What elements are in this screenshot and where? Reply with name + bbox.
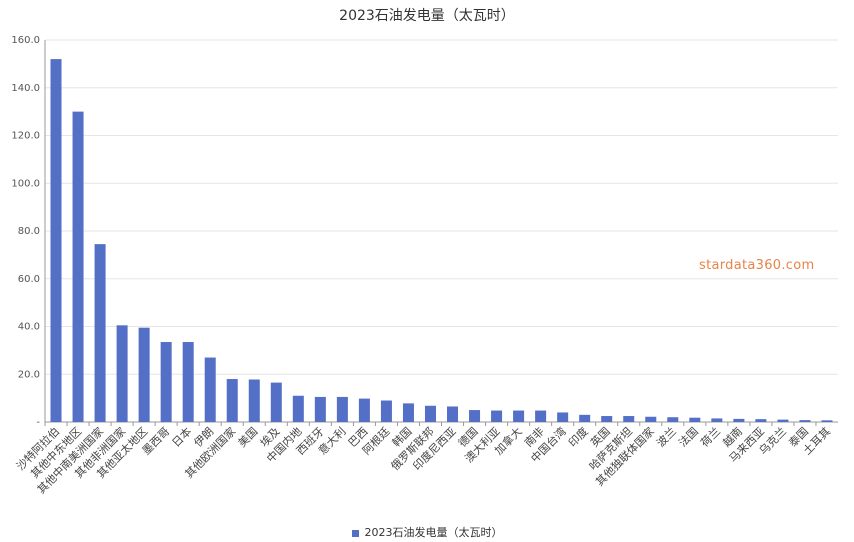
category-labels: 沙特阿拉伯其他中东地区其他中南美洲国家其他非洲国家其他亚太地区墨西哥日本伊朗其他… (13, 424, 833, 496)
bar[interactable] (623, 416, 635, 422)
y-tick-label: 80.0 (18, 226, 40, 237)
bar[interactable] (645, 416, 657, 422)
bar[interactable] (424, 405, 436, 422)
x-category-label: 波兰 (654, 425, 679, 450)
x-category-label: 美国 (236, 425, 261, 450)
bar[interactable] (557, 412, 569, 422)
bar[interactable] (579, 414, 591, 422)
bar[interactable] (513, 410, 525, 422)
bar[interactable] (204, 357, 216, 422)
bar[interactable] (469, 410, 481, 422)
y-tick-label: 60.0 (18, 274, 40, 285)
legend-swatch (351, 529, 359, 537)
bars (50, 59, 833, 422)
bar[interactable] (270, 382, 282, 422)
bar[interactable] (777, 419, 789, 422)
bar[interactable] (138, 327, 150, 422)
chart-title: 2023石油发电量（太瓦时） (339, 8, 515, 24)
bar[interactable] (402, 403, 414, 422)
bar[interactable] (116, 325, 128, 422)
bar[interactable] (226, 379, 238, 422)
y-tick-label: 120.0 (11, 131, 40, 142)
bar[interactable] (336, 396, 348, 422)
y-tick-label: 40.0 (18, 322, 40, 333)
bar[interactable] (799, 420, 811, 422)
y-tick-label: 20.0 (18, 369, 40, 380)
bar[interactable] (689, 417, 701, 422)
bar[interactable] (314, 396, 326, 422)
legend[interactable]: 2023石油发电量（太瓦时） (0, 524, 854, 540)
bar[interactable] (535, 410, 547, 422)
bar[interactable] (447, 406, 459, 422)
y-tick-label: 160.0 (11, 35, 40, 46)
x-category-label: 印度 (565, 424, 590, 449)
watermark: stardata360.com (699, 258, 815, 273)
bar[interactable] (94, 244, 106, 422)
bar[interactable] (821, 420, 833, 422)
bar[interactable] (292, 395, 304, 422)
bar[interactable] (50, 59, 62, 422)
axes: - 20.0 40.0 60.0 80.0 100.0 120.0 140.0 160.0 (11, 35, 817, 428)
bar[interactable] (182, 342, 194, 422)
bar[interactable] (733, 418, 745, 422)
bar[interactable] (72, 111, 84, 422)
y-tick-label: - (36, 417, 40, 428)
legend-label: 2023石油发电量（太瓦时） (364, 526, 503, 539)
bar[interactable] (667, 417, 679, 422)
bar[interactable] (601, 416, 613, 422)
x-category-label: 法国 (675, 424, 700, 449)
y-tick-label: 140.0 (11, 83, 40, 94)
bar[interactable] (380, 400, 392, 422)
bar[interactable] (711, 418, 723, 422)
bar[interactable] (755, 419, 767, 422)
x-category-label: 日本 (169, 424, 194, 449)
x-category-label: 荷兰 (698, 425, 723, 450)
bar[interactable] (358, 398, 370, 422)
bar[interactable] (491, 410, 503, 422)
bar[interactable] (160, 342, 172, 422)
y-tick-label: 100.0 (11, 178, 40, 189)
bar[interactable] (248, 379, 260, 422)
